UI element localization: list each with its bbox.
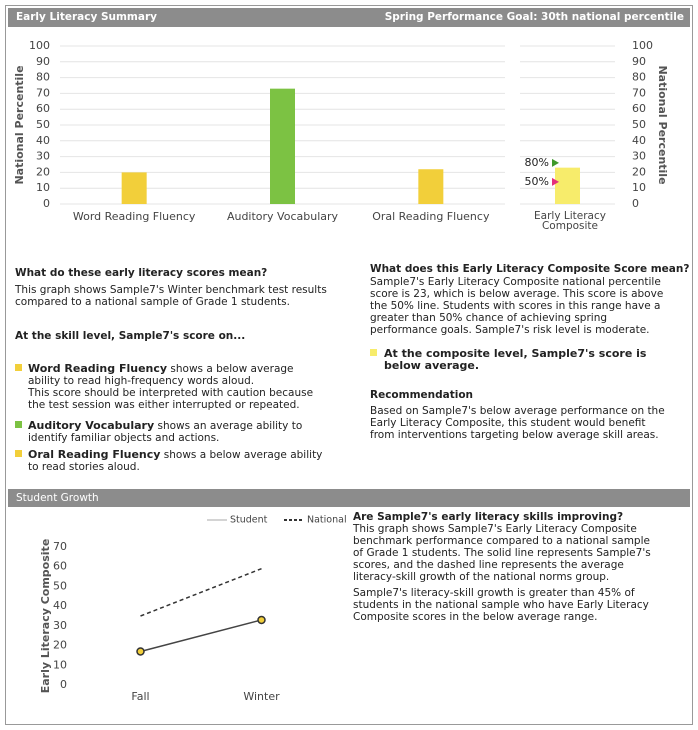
skill-item: Oral Reading Fluency shows a below avera… [28, 448, 328, 474]
paragraph: This graph shows Sample7's Early Literac… [353, 523, 651, 583]
bullet [370, 349, 377, 356]
marker [552, 177, 559, 186]
category-label: Winter [243, 690, 280, 703]
category-label: Word Reading Fluency [73, 210, 196, 223]
axis-label: Early Literacy Composite [39, 539, 52, 694]
tick-label: 90 [632, 55, 646, 68]
tick-label: 10 [36, 181, 50, 194]
tick-label: 40 [53, 599, 67, 612]
paragraph: Sample7's Early Literacy Composite natio… [370, 276, 664, 336]
tick-label: 70 [36, 86, 50, 99]
skill-text: shows a below average ability to read hi… [28, 363, 294, 387]
marker [552, 158, 559, 167]
skill-text: shows an average ability to identify fam… [28, 420, 303, 444]
tick-label: 50 [632, 118, 646, 131]
tick-label: 60 [632, 102, 646, 115]
point [257, 615, 266, 625]
tick-label: 90 [36, 55, 50, 68]
heading: What do these early literacy scores mean… [15, 267, 268, 279]
tick-label: 30 [53, 619, 67, 632]
legend-label: Student [230, 515, 268, 526]
tick-label: 0 [632, 197, 639, 210]
tick-label: 0 [43, 197, 50, 210]
paragraph: This graph shows Sample7's Winter benchm… [15, 284, 327, 308]
bar [418, 169, 444, 204]
series-line [140, 619, 262, 653]
tick-label: 100 [29, 39, 50, 52]
header-title: Early Literacy Summary [16, 11, 157, 23]
heading: Are Sample7's early literacy skills impr… [353, 511, 624, 523]
tick-label: 10 [632, 181, 646, 194]
skill-term: Oral Reading Fluency [28, 448, 161, 461]
tick-label: 40 [632, 134, 646, 147]
paragraph: Sample7's literacy-skill growth is great… [353, 587, 649, 623]
skill-term: Auditory Vocabulary [28, 419, 155, 432]
axis-label: National Percentile [13, 65, 26, 184]
axis-label: National Percentile [656, 65, 669, 184]
tick-label: 20 [632, 165, 646, 178]
skill-note: This score should be interpreted with ca… [28, 387, 314, 411]
category-label: Fall [131, 690, 149, 703]
heading: At the skill level, Sample7's score on..… [15, 330, 246, 342]
tick-label: 20 [53, 639, 67, 652]
tick-label: 20 [36, 165, 50, 178]
tick-label: 50 [36, 118, 50, 131]
header-goal: Spring Performance Goal: 30th national p… [384, 11, 684, 23]
tick-label: 40 [36, 134, 50, 147]
bullet [15, 421, 22, 428]
tick-label: 30 [632, 150, 646, 163]
tick-label: 100 [632, 39, 653, 52]
marker-label: 80% [525, 156, 549, 169]
skill-item: Word Reading Fluency shows a below avera… [28, 362, 328, 388]
marker-label: 50% [525, 175, 549, 188]
growth-title: Student Growth [16, 492, 99, 504]
legend-label: National [307, 515, 347, 526]
series-line [140, 567, 262, 617]
category-label: Oral Reading Fluency [372, 210, 490, 223]
frame [5, 5, 693, 725]
tick-label: 70 [53, 540, 67, 553]
tick-label: 60 [36, 102, 50, 115]
skill-text: shows a below average ability to read st… [28, 449, 323, 473]
heading: Recommendation [370, 389, 474, 401]
bar [555, 167, 580, 204]
tick-label: 10 [53, 658, 67, 671]
composite-level: At the composite level, Sample7's score … [384, 347, 647, 372]
heading: What does this Early Literacy Composite … [370, 263, 690, 275]
bar [270, 88, 295, 204]
skill-term: Word Reading Fluency [28, 362, 168, 375]
growth-header: Student Growth [8, 489, 690, 507]
bullet [15, 364, 22, 371]
tick-label: 50 [53, 579, 67, 592]
bar [121, 172, 147, 204]
skill-item: Auditory Vocabulary shows an average abi… [28, 419, 328, 445]
paragraph: Based on Sample7's below average perform… [370, 405, 665, 441]
composite-label: Early Literacy Composite [534, 210, 606, 232]
tick-label: 80 [36, 71, 50, 84]
summary-header: Early Literacy Summary Spring Performanc… [8, 8, 690, 27]
point [136, 647, 145, 656]
category-label: Auditory Vocabulary [227, 210, 339, 223]
tick-label: 30 [36, 150, 50, 163]
tick-label: 0 [60, 678, 67, 691]
tick-label: 70 [632, 86, 646, 99]
tick-label: 60 [53, 560, 67, 573]
bullet [15, 450, 22, 457]
tick-label: 80 [632, 71, 646, 84]
